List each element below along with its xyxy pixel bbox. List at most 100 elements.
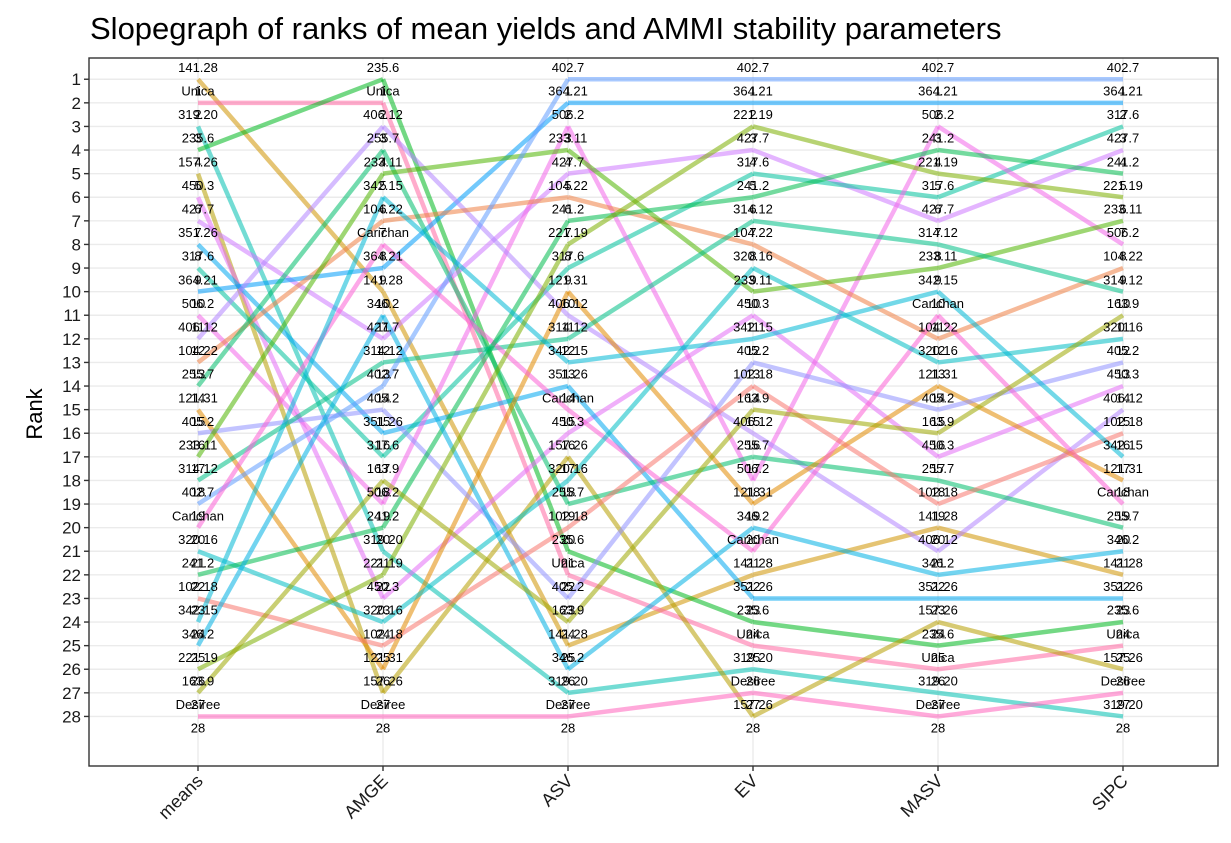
- rank-number-ev-25: 25: [746, 650, 760, 665]
- point-label-sipc-221-19: 221.19: [1103, 178, 1143, 193]
- series-line-163-9-means-amge: [196, 478, 385, 695]
- rank-number-amge-16: 16: [376, 438, 390, 453]
- rank-number-means-23: 23: [191, 603, 205, 618]
- series-line-346-2-asv-ev: [566, 525, 755, 672]
- rank-number-ev-21: 21: [746, 556, 760, 571]
- point-label-amge-405-2: 405.2: [367, 390, 400, 405]
- point-label-sipc-406-12: 406.12: [1103, 390, 1143, 405]
- rank-number-means-4: 4: [194, 154, 201, 169]
- rank-number-means-5: 5: [194, 178, 201, 193]
- rank-number-ev-19: 19: [746, 508, 760, 523]
- point-label-ev-320-16: 320.16: [733, 249, 773, 264]
- point-label-means-desiree: Desiree: [176, 697, 221, 712]
- rank-number-amge-6: 6: [379, 202, 386, 217]
- y-tick-label-26: 26: [62, 660, 81, 679]
- rank-number-asv-3: 3: [564, 131, 571, 146]
- point-label-masv-carichan: Carichan: [912, 296, 964, 311]
- point-label-masv-506-2: 506.2: [922, 107, 955, 122]
- series-line-320-16-asv-ev: [566, 266, 755, 482]
- rank-number-amge-26: 26: [376, 674, 390, 689]
- rank-number-means-13: 13: [191, 367, 205, 382]
- series-line-346-2-means-amge: [196, 314, 385, 647]
- point-label-means-402-7: 402.7: [182, 485, 215, 500]
- point-label-means-405-2: 405.2: [182, 414, 215, 429]
- point-label-amge-157-26: 157.26: [363, 674, 403, 689]
- series-line-121-31-means-amge: [196, 408, 385, 671]
- rank-number-masv-16: 16: [931, 438, 945, 453]
- point-label-asv-163-9: 163.9: [552, 603, 585, 618]
- rank-number-means-24: 24: [191, 626, 205, 641]
- series-line-desiree-masv-sipc: [937, 690, 1124, 719]
- rank-number-ev-14: 14: [746, 390, 760, 405]
- rank-number-ev-22: 22: [746, 579, 760, 594]
- point-label-means-235-6: 235.6: [182, 131, 215, 146]
- point-label-asv-unica: Unica: [551, 556, 585, 571]
- rank-number-masv-24: 24: [931, 626, 945, 641]
- series-line-163-9-amge-asv: [381, 478, 570, 624]
- point-label-asv-104-22: 104.22: [548, 178, 588, 193]
- series-line-102-18-ev-masv: [751, 384, 940, 506]
- rank-number-sipc-23: 23: [1116, 603, 1130, 618]
- rank-number-ev-13: 13: [746, 367, 760, 382]
- point-label-asv-314-12: 314.12: [548, 320, 588, 335]
- point-label-amge-450-3: 450.3: [367, 579, 400, 594]
- rank-number-ev-7: 7: [749, 225, 756, 240]
- series-line-351-26-asv-ev: [566, 384, 755, 600]
- point-label-sipc-102-18: 102.18: [1103, 414, 1143, 429]
- rank-number-amge-27: 27: [376, 697, 390, 712]
- rank-number-amge-5: 5: [379, 178, 386, 193]
- rank-number-ev-3: 3: [749, 131, 756, 146]
- point-label-amge-241-2: 241.2: [367, 508, 400, 523]
- point-label-asv-506-2: 506.2: [552, 107, 585, 122]
- point-label-means-506-2: 506.2: [182, 296, 215, 311]
- rank-number-means-15: 15: [191, 414, 205, 429]
- series-line-235-6-masv-sipc: [937, 619, 1124, 648]
- series-line-317-6-means-amge: [196, 266, 385, 459]
- rank-number-asv-10: 10: [561, 296, 575, 311]
- point-label-amge-141-28: 141.28: [363, 272, 403, 287]
- rank-number-masv-28: 28: [931, 721, 945, 736]
- point-label-masv-desiree: Desiree: [916, 697, 961, 712]
- rank-number-amge-12: 12: [376, 343, 390, 358]
- point-label-asv-320-16: 320.16: [548, 461, 588, 476]
- x-tick-label-ev: EV: [731, 771, 762, 802]
- point-label-asv-233-11: 233.11: [549, 131, 588, 146]
- rank-number-asv-26: 26: [561, 674, 575, 689]
- rank-number-ev-12: 12: [746, 343, 760, 358]
- rank-number-masv-10: 10: [931, 296, 945, 311]
- point-label-ev-121-31: 121.31: [733, 485, 773, 500]
- point-label-sipc-desiree: Desiree: [1101, 674, 1146, 689]
- point-label-asv-carichan: Carichan: [542, 390, 594, 405]
- point-label-means-unica: Unica: [181, 84, 215, 99]
- rank-number-amge-11: 11: [376, 320, 390, 335]
- point-label-masv-319-20: 319.20: [918, 674, 958, 689]
- point-label-means-319-20: 319.20: [178, 107, 218, 122]
- series-line-406-12-amge-asv: [381, 124, 570, 317]
- rank-number-amge-4: 4: [379, 154, 386, 169]
- point-label-ev-233-11: 233.11: [734, 272, 773, 287]
- point-label-amge-351-26: 351.26: [363, 414, 403, 429]
- point-label-sipc-319-20: 319.20: [1103, 697, 1143, 712]
- rank-number-masv-3: 3: [934, 131, 941, 146]
- point-label-ev-364-21: 364.21: [733, 84, 773, 99]
- point-label-amge-121-31: 121.31: [363, 650, 403, 665]
- point-label-asv-450-3: 450.3: [552, 414, 585, 429]
- rank-number-asv-28: 28: [561, 721, 575, 736]
- point-label-asv-405-2: 405.2: [552, 579, 585, 594]
- rank-number-ev-15: 15: [746, 414, 760, 429]
- point-label-sipc-320-16: 320.16: [1103, 320, 1143, 335]
- rank-number-asv-2: 2: [564, 107, 571, 122]
- point-label-masv-342-15: 342.15: [918, 272, 958, 287]
- rank-number-asv-6: 6: [564, 202, 571, 217]
- rank-number-amge-20: 20: [376, 532, 390, 547]
- series-line-314-12-ev-masv: [752, 218, 939, 247]
- point-label-asv-317-6: 317.6: [552, 249, 585, 264]
- rank-number-asv-21: 21: [561, 556, 575, 571]
- series-line-121-31-asv-ev: [566, 290, 755, 506]
- y-tick-label-21: 21: [62, 542, 81, 561]
- rank-number-sipc-14: 14: [1116, 390, 1130, 405]
- y-tick-label-4: 4: [72, 141, 81, 160]
- y-tick-label-7: 7: [72, 212, 81, 231]
- point-label-asv-235-6: 235.6: [552, 532, 585, 547]
